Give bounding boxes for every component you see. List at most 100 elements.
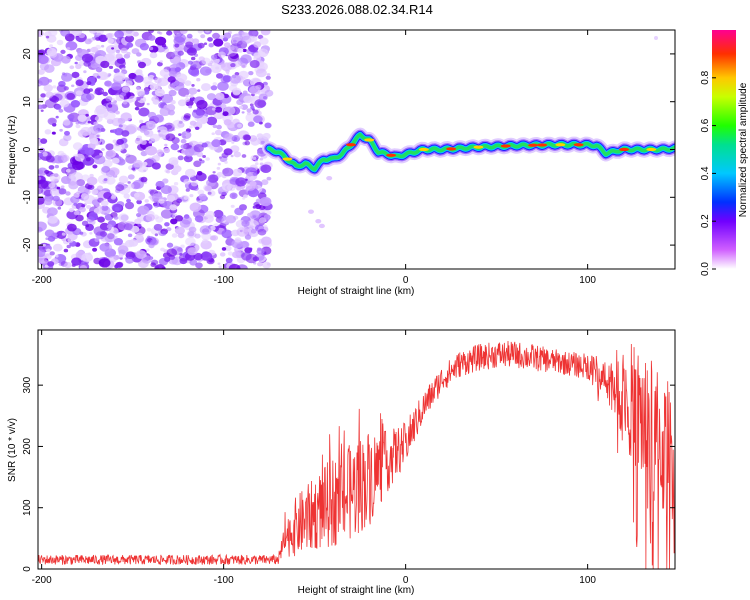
noise-blob <box>38 30 44 37</box>
noise-blob <box>315 219 322 224</box>
noise-blob <box>212 32 220 40</box>
noise-blob <box>217 51 226 58</box>
noise-blob <box>261 179 269 186</box>
noise-blob <box>205 106 217 116</box>
noise-blob <box>128 95 137 103</box>
noise-blob <box>166 248 178 257</box>
noise-blob <box>247 121 255 127</box>
noise-blob <box>95 67 103 73</box>
noise-blob <box>112 139 118 144</box>
track-hotspot <box>573 143 584 147</box>
noise-blob <box>124 239 135 248</box>
noise-blob <box>230 154 234 158</box>
noise-blob <box>258 217 267 224</box>
noise-blob <box>49 173 61 182</box>
noise-blob <box>75 63 82 70</box>
noise-blob <box>220 75 231 84</box>
noise-blob <box>130 225 140 233</box>
noise-blob <box>241 111 245 114</box>
noise-blob <box>72 142 83 151</box>
noise-blob <box>121 86 130 93</box>
snr-y-axis: 0 100 200 300 <box>22 376 675 572</box>
noise-blob <box>221 229 233 239</box>
noise-blob <box>52 195 60 202</box>
noise-blob <box>74 153 85 162</box>
noise-blob <box>229 192 238 199</box>
noise-blob <box>114 235 118 239</box>
noise-blob <box>159 107 171 117</box>
noise-blob <box>197 42 205 49</box>
noise-blob <box>167 76 176 83</box>
snr-y-label: SNR (10 * v/v) <box>7 418 18 482</box>
noise-blob <box>114 206 120 212</box>
noise-blob <box>94 115 103 123</box>
noise-blob <box>81 53 94 63</box>
noise-blob <box>161 230 167 235</box>
noise-blob <box>84 147 95 156</box>
noise-blob <box>57 150 65 157</box>
noise-blob <box>132 179 144 189</box>
noise-blob <box>232 168 243 177</box>
noise-blob <box>134 138 143 145</box>
noise-blob <box>101 165 111 173</box>
noise-blob <box>223 32 232 39</box>
noise-blob <box>193 252 203 261</box>
noise-blob <box>48 165 55 170</box>
noise-blob <box>41 151 48 157</box>
noise-blob <box>133 159 143 168</box>
y-tick-label: -10 <box>22 190 33 205</box>
track-hotspot <box>364 138 375 142</box>
noise-blob <box>232 39 237 43</box>
colorbar-gradient <box>712 30 736 269</box>
noise-blob <box>241 31 246 36</box>
y-tick-label: 10 <box>22 96 33 108</box>
track-hotspot <box>386 153 397 157</box>
noise-blob <box>199 225 212 235</box>
noise-blob <box>207 37 213 42</box>
noise-blob <box>164 143 168 147</box>
noise-blob <box>234 237 242 243</box>
noise-blob <box>47 215 58 224</box>
noise-blob <box>170 99 176 105</box>
noise-blob <box>178 133 182 137</box>
noise-blob <box>217 81 229 91</box>
noise-blob <box>171 233 178 238</box>
noise-blob <box>95 37 101 41</box>
track-hotspot <box>555 143 566 147</box>
noise-blob <box>191 109 204 119</box>
noise-blob <box>104 80 112 87</box>
noise-blob <box>189 194 194 198</box>
noise-blob <box>154 114 164 123</box>
noise-blob <box>118 213 129 222</box>
noise-blob <box>83 70 87 74</box>
noise-blob <box>211 132 215 135</box>
noise-blob <box>231 141 235 144</box>
spectrogram-signal-track <box>262 127 675 177</box>
noise-blob <box>196 78 201 82</box>
noise-blob <box>206 116 218 126</box>
noise-blob <box>259 37 269 45</box>
noise-blob <box>105 96 113 102</box>
noise-blob <box>68 173 76 180</box>
noise-blob <box>55 115 59 119</box>
noise-blob <box>38 226 43 233</box>
noise-blob <box>61 55 71 64</box>
noise-blob <box>173 182 179 186</box>
noise-blob <box>143 90 150 95</box>
noise-blob <box>105 150 114 157</box>
noise-blob <box>217 262 221 265</box>
noise-blob <box>210 54 218 60</box>
noise-blob <box>186 33 193 39</box>
noise-blob <box>89 232 93 235</box>
noise-blob <box>166 242 174 248</box>
noise-blob <box>58 108 64 113</box>
noise-blob <box>265 75 271 80</box>
noise-blob <box>189 94 194 99</box>
noise-blob <box>98 34 108 42</box>
noise-blob <box>100 60 110 69</box>
noise-blob <box>255 68 267 78</box>
noise-blob <box>89 30 97 34</box>
noise-blob <box>189 259 198 266</box>
noise-blob <box>56 186 61 190</box>
track-hotspot <box>619 147 630 152</box>
